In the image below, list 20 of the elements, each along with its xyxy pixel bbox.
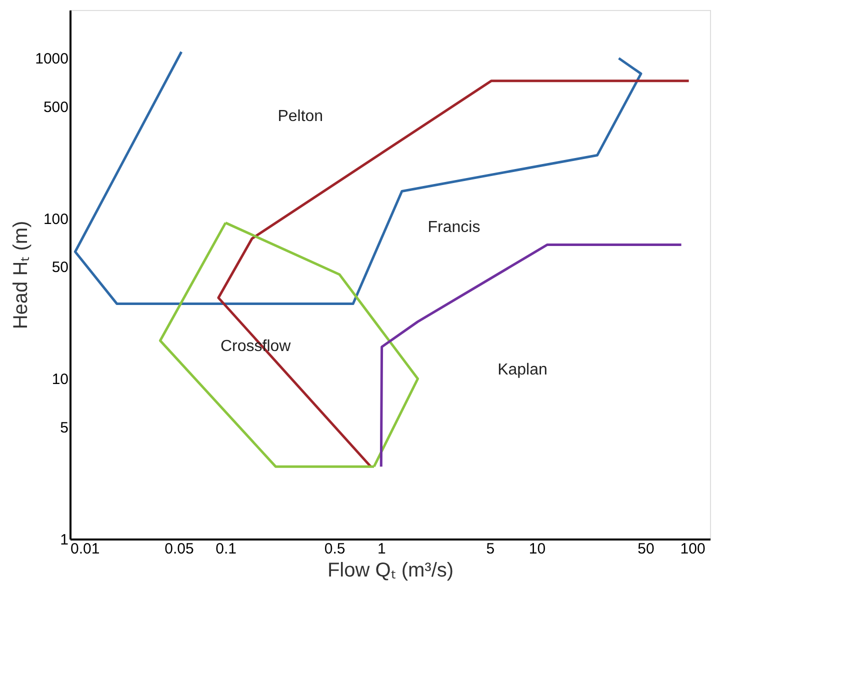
x-tick-label: 100 <box>680 540 706 558</box>
x-axis-title: Flow Qₜ (m³/s) <box>327 560 454 582</box>
x-tick-label: 1 <box>377 540 386 558</box>
y-tick-label: 5 <box>60 419 68 436</box>
x-tick-label: 0.05 <box>164 540 194 558</box>
y-tick-label: 50 <box>52 259 68 276</box>
x-tick-label: 5 <box>486 540 495 558</box>
y-tick-label: 100 <box>43 210 68 228</box>
y-axis-title: Head Hₜ (m) <box>10 220 32 330</box>
annotation: Pelton <box>278 108 324 125</box>
x-tick-label: 0.01 <box>70 540 100 558</box>
x-tick-label: 50 <box>638 540 654 558</box>
x-tick-label: 10 <box>528 540 546 558</box>
annotation: Francis <box>428 218 480 236</box>
annotation: Kaplan <box>498 362 548 379</box>
x-tick-label: 0.1 <box>216 540 236 558</box>
y-tick-label: 1000 <box>35 50 68 68</box>
x-tick-label: 0.5 <box>324 540 346 558</box>
y-tick-label: 500 <box>43 98 68 116</box>
y-tick-label: 10 <box>52 371 68 388</box>
